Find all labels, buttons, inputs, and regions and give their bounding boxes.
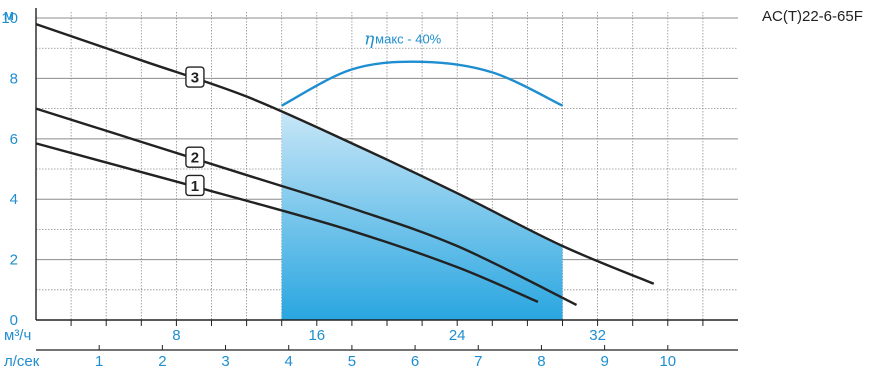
series-line-2 <box>35 107 578 306</box>
x-axis-unit-secondary: л/сек <box>4 353 40 370</box>
x-tick-label-secondary: 4 <box>285 353 293 370</box>
operating-range-area <box>281 112 563 320</box>
x-tick-label-secondary: 8 <box>537 353 545 370</box>
series-lines <box>35 22 655 306</box>
x-tick-label-secondary: 3 <box>221 353 229 370</box>
y-tick-label: 2 <box>10 252 18 269</box>
series-label-3: 3 <box>191 70 199 87</box>
y-tick-label: 10 <box>1 10 18 27</box>
x-tick-label-primary: 16 <box>308 327 325 344</box>
y-tick-label: 4 <box>10 191 18 208</box>
x-axis-unit-primary: м³/ч <box>4 327 31 344</box>
x-tick-label-primary: 24 <box>449 327 466 344</box>
grid <box>36 12 738 320</box>
series-label-box-2 <box>185 146 205 168</box>
series-line-3 <box>35 22 655 285</box>
efficiency-symbol: η <box>364 30 375 50</box>
series-line-1 <box>35 142 539 303</box>
efficiency-curve <box>281 60 564 107</box>
axes <box>35 8 738 351</box>
x-tick-label-secondary: 6 <box>411 353 419 370</box>
series-label-box-3 <box>185 66 205 88</box>
y-tick-label: 6 <box>10 131 18 148</box>
x-tick-label-secondary: 7 <box>474 353 482 370</box>
x-tick-label-secondary: 5 <box>348 353 356 370</box>
x-tick-label-secondary: 1 <box>95 353 103 370</box>
x-tick-label-secondary: 10 <box>659 353 676 370</box>
series-label-1: 1 <box>191 178 199 195</box>
x-tick-label-secondary: 2 <box>158 353 166 370</box>
y-tick-label: 8 <box>10 70 18 87</box>
series-label-2: 2 <box>191 150 199 167</box>
pump-model-label: AC(T)22-6-65F <box>762 8 863 25</box>
series-label-box-1 <box>185 174 205 197</box>
y-tick-label: 0 <box>10 312 18 329</box>
y-axis-unit-label: м <box>4 7 14 24</box>
x-tick-label-primary: 8 <box>172 327 180 344</box>
operating-range-fill <box>281 112 563 320</box>
x-tick-label-primary: 32 <box>589 327 606 344</box>
x-tick-label-secondary: 9 <box>600 353 608 370</box>
efficiency-label: макс - 40% <box>375 32 442 47</box>
